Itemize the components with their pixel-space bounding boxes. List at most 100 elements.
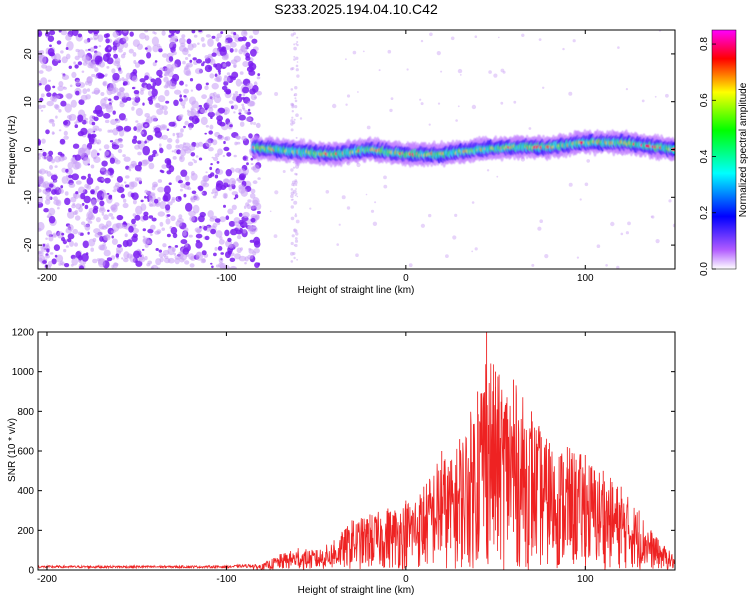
noise-speck — [248, 69, 256, 76]
noise-speck — [132, 86, 135, 90]
spectrogram-noise-region — [38, 30, 675, 269]
noise-speck — [72, 228, 79, 235]
noise-speck — [225, 61, 231, 67]
noise-speck — [223, 178, 230, 184]
noise-speck — [105, 38, 110, 44]
noise-speck — [39, 55, 47, 65]
noise-speck — [171, 198, 176, 203]
faint-speck — [419, 98, 422, 101]
noise-speck — [74, 55, 80, 61]
noise-speck — [189, 263, 195, 268]
faint-speck — [299, 117, 303, 120]
noise-speck — [46, 100, 54, 107]
noise-speck — [195, 239, 201, 243]
colorbar-tick-label: 0.8 — [699, 37, 710, 51]
streak-speck — [293, 200, 298, 205]
noise-speck — [123, 198, 127, 203]
noise-speck — [121, 224, 128, 229]
noise-speck — [208, 130, 213, 135]
noise-speck — [67, 233, 75, 240]
noise-speck — [167, 201, 173, 206]
noise-speck — [185, 57, 189, 60]
noise-speck — [40, 109, 44, 112]
noise-speck — [97, 73, 105, 79]
streak-speck — [295, 64, 299, 68]
noise-speck — [215, 230, 223, 238]
faint-speck — [625, 88, 629, 91]
noise-speck — [84, 147, 91, 156]
noise-speck — [146, 190, 152, 195]
faint-speck — [471, 250, 474, 253]
noise-speck — [163, 110, 168, 116]
faint-speck — [654, 95, 657, 98]
noise-speck — [53, 199, 60, 206]
noise-speck — [189, 78, 194, 82]
noise-speck — [249, 225, 254, 231]
faint-speck — [406, 68, 409, 71]
noise-speck — [92, 125, 100, 132]
noise-speck — [38, 250, 44, 257]
noise-speck — [168, 56, 174, 62]
noise-speck — [70, 99, 77, 108]
noise-speck — [113, 50, 116, 53]
noise-speck — [150, 115, 158, 122]
noise-speck — [242, 86, 250, 94]
noise-speck — [61, 72, 64, 75]
noise-speck — [126, 96, 132, 101]
noise-speck — [68, 208, 72, 213]
noise-speck — [166, 233, 171, 238]
noise-speck — [251, 38, 258, 44]
noise-speck — [234, 91, 239, 94]
noise-speck — [186, 64, 190, 68]
noise-speck — [182, 60, 186, 65]
noise-speck — [116, 176, 123, 183]
colorbar-tick-label: 0.6 — [699, 93, 710, 107]
noise-speck — [144, 140, 147, 144]
noise-speck — [183, 193, 187, 198]
noise-speck — [133, 90, 140, 95]
noise-speck — [172, 73, 180, 82]
noise-speck — [241, 44, 248, 53]
noise-speck — [191, 43, 197, 48]
colorbar-ticks: 0.0 0.2 0.4 0.6 0.8 — [699, 37, 716, 276]
noise-speck — [162, 195, 169, 202]
noise-speck — [68, 65, 73, 70]
noise-speck — [181, 34, 186, 38]
noise-speck — [102, 80, 108, 87]
noise-speck — [103, 214, 109, 221]
faint-speck — [389, 108, 393, 113]
noise-speck — [146, 263, 151, 267]
noise-speck — [176, 132, 184, 138]
noise-speck — [104, 119, 110, 124]
noise-speck — [114, 57, 121, 65]
noise-speck — [144, 30, 149, 33]
noise-speck — [187, 110, 195, 117]
streak-speck — [291, 67, 295, 70]
noise-speck — [118, 48, 123, 53]
noise-speck — [61, 232, 65, 236]
faint-speck — [296, 74, 300, 78]
faint-speck — [457, 68, 463, 74]
noise-speck — [209, 124, 214, 130]
noise-speck — [118, 143, 124, 149]
noise-speck — [56, 186, 59, 190]
noise-speck — [142, 102, 145, 106]
noise-speck — [178, 179, 184, 184]
noise-speck — [180, 183, 186, 188]
noise-speck — [184, 120, 189, 126]
noise-speck — [152, 130, 156, 133]
noise-speck — [148, 99, 154, 105]
noise-speck — [45, 36, 49, 39]
streak-speck — [290, 128, 294, 132]
y-tick-label: -20 — [23, 237, 34, 252]
noise-speck — [42, 151, 47, 157]
figure-title: S233.2025.194.04.10.C42 — [274, 1, 438, 17]
noise-speck — [103, 112, 111, 119]
noise-speck — [182, 105, 186, 109]
faint-speck — [429, 32, 433, 37]
noise-speck — [61, 167, 67, 173]
faint-speck — [273, 234, 278, 239]
faint-speck — [440, 70, 443, 73]
